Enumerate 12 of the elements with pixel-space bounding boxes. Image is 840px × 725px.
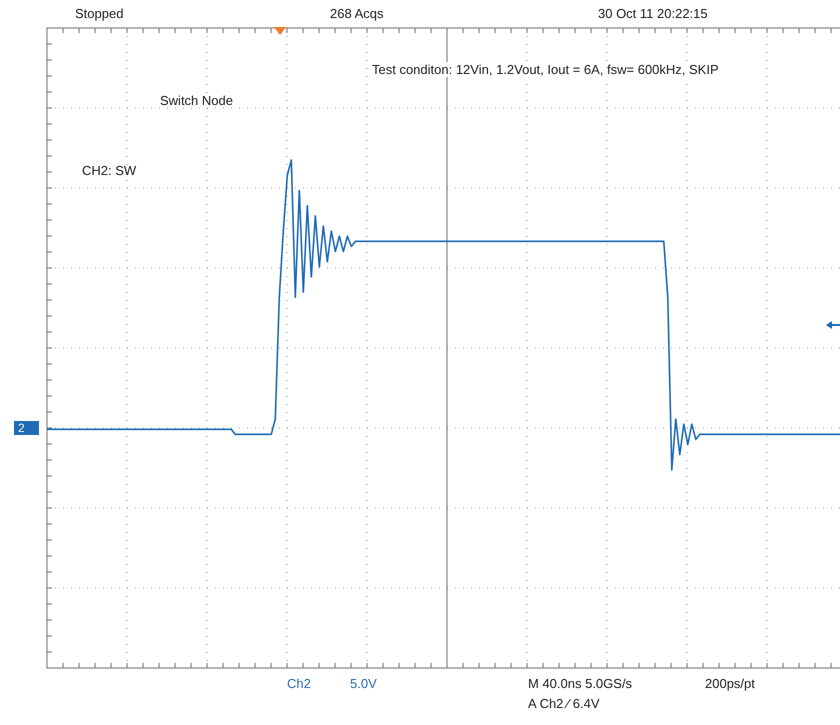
annotation: CH2: SW: [82, 163, 136, 178]
text: 30 Oct 11 20:22:15: [598, 6, 708, 21]
text: Switch Node: [160, 93, 233, 108]
text: Stopped: [75, 6, 124, 21]
text: 268 Acqs: [330, 6, 384, 21]
text: Ch2: [287, 676, 311, 691]
text: 200ps/pt: [705, 676, 755, 691]
text: 5.0V: [350, 676, 377, 691]
text: 2: [14, 421, 39, 435]
text: M 40.0ns 5.0GS/s: [528, 676, 632, 691]
text: A Ch2 ⁄ 6.4V: [528, 696, 600, 711]
text: Test conditon: 12Vin, 1.2Vout, Iout = 6A, fsw= 600kHz, SKIP: [372, 62, 719, 77]
